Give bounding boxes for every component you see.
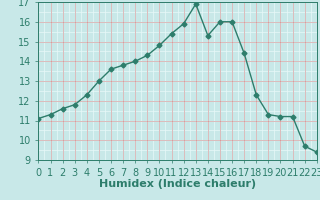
X-axis label: Humidex (Indice chaleur): Humidex (Indice chaleur) (99, 179, 256, 189)
